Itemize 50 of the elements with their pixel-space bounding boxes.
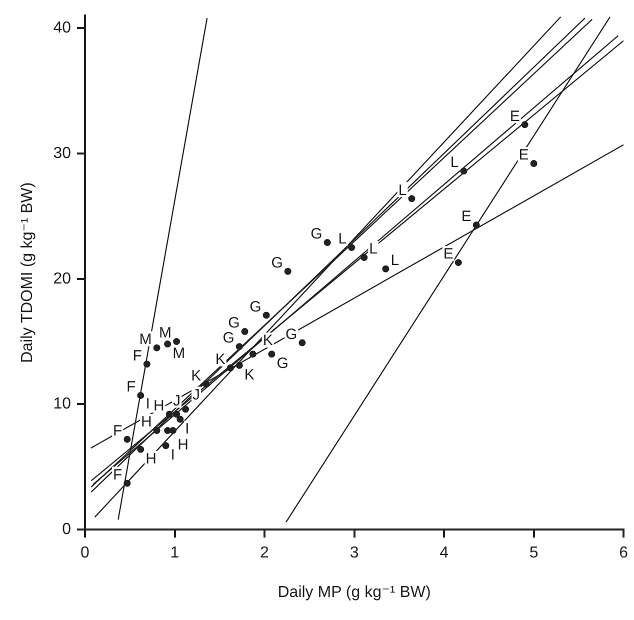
text: L [398, 182, 407, 199]
text: H [146, 450, 156, 468]
text: G [250, 298, 262, 316]
text: G [228, 314, 240, 332]
x-axis-title: Daily MP (g kg⁻¹ BW) [278, 584, 431, 601]
series-label: E [510, 108, 520, 125]
y-tick-label: 20 [53, 270, 72, 288]
text: F [126, 378, 136, 396]
x-tick-label: 6 [619, 544, 628, 562]
text: M [172, 345, 186, 362]
text: F [113, 422, 122, 440]
y-tick-label: 10 [53, 396, 72, 413]
text: E [443, 246, 454, 263]
text: H [178, 436, 188, 454]
series-label: F [132, 347, 142, 364]
text: E [518, 146, 529, 164]
text: G [271, 254, 283, 272]
text: E [461, 208, 472, 226]
x-tick-label: 4 [440, 544, 449, 562]
text: K [262, 332, 273, 350]
text: G [276, 355, 288, 372]
text: L [338, 230, 347, 248]
series-label: M [159, 324, 172, 342]
y-tick-label: 40 [53, 20, 72, 37]
text: K [244, 366, 254, 384]
text: M [139, 330, 152, 348]
y-tick-label: 0 [62, 521, 72, 538]
x-tick-label: 5 [529, 544, 538, 562]
series-label: K [191, 367, 202, 384]
series-label: H [140, 414, 152, 431]
text: K [215, 351, 226, 368]
text: G [286, 326, 298, 343]
series-label: I [185, 420, 190, 438]
text: F [113, 466, 122, 484]
y-axis-title: Daily TDOMI (g kg⁻¹ BW) [19, 182, 36, 363]
series-label: J [173, 392, 181, 410]
x-tick-label: 2 [260, 544, 270, 562]
x-tick-label: 3 [350, 544, 359, 562]
x-tick-label: 0 [80, 544, 90, 562]
series-label: G [310, 226, 322, 243]
text: I [146, 396, 150, 413]
text: J [192, 386, 200, 404]
x-tick-label: 1 [170, 544, 180, 562]
text: G [222, 330, 234, 347]
text: L [390, 252, 400, 269]
text: H [154, 397, 164, 414]
y-tick-label: 30 [53, 144, 72, 162]
series-label: L [369, 240, 378, 258]
text: L [450, 154, 459, 172]
text: I [170, 446, 175, 464]
